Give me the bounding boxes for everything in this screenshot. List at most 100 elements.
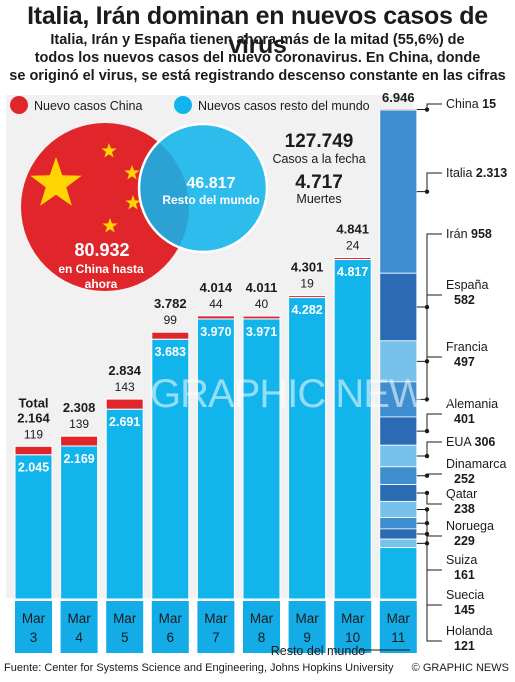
breakdown-country: Suecia (446, 588, 484, 602)
breakdown-value: 15 (482, 97, 496, 111)
rest-circle (137, 122, 269, 254)
category-label: 11 (391, 630, 405, 645)
legend-label-china: Nuevo casos China (34, 99, 142, 113)
category-label: 10 (345, 630, 360, 645)
segment-others (379, 547, 418, 600)
breakdown-value: 121 (454, 639, 475, 653)
deaths-value: 4.717 (295, 172, 343, 193)
leader-line (416, 233, 442, 308)
category-label: 5 (121, 630, 129, 645)
subtitle: Italia, Irán y España tienen ahora más d… (0, 31, 515, 85)
value-label-rest: 3.970 (200, 325, 231, 339)
segment-francia (379, 381, 418, 418)
breakdown-label: Irán 958 (446, 227, 492, 241)
bar-rest (14, 454, 53, 600)
rest-circle-label: Resto del mundo (162, 193, 259, 207)
value-label-rest: 2.169 (63, 452, 94, 466)
big-star-icon (30, 157, 82, 206)
leader-line (416, 473, 442, 477)
value-label-rest: 2.691 (109, 415, 140, 429)
segment-italia (379, 109, 418, 274)
value-label-rest: 2.045 (18, 461, 49, 475)
category-label: Mar (250, 611, 274, 626)
value-label-china: 143 (115, 380, 135, 394)
cases-value: 127.749 (285, 131, 354, 152)
value-label-rest: 3.683 (155, 345, 186, 359)
leader-dot (424, 189, 430, 194)
bar-china (60, 435, 99, 447)
breakdown-country: EUA (446, 435, 475, 449)
leader-line (416, 103, 442, 111)
breakdown-value: 497 (454, 355, 475, 369)
leader-dot (424, 490, 430, 496)
bar-china (242, 315, 281, 320)
bar-china (14, 445, 53, 456)
total-label: 3.782 (154, 296, 187, 311)
breakdown-country: Dinamarca (446, 457, 506, 471)
category-label: 8 (258, 630, 266, 645)
segment-alemania (379, 416, 418, 446)
value-label-china: 44 (209, 297, 223, 311)
bar-china (196, 315, 235, 320)
total-label: 4.841 (336, 221, 369, 236)
china-circle-label: en China hasta (58, 262, 144, 276)
leader-line (416, 294, 442, 362)
leader-line (416, 441, 442, 457)
category-cell (379, 601, 417, 653)
small-star-icon (124, 165, 140, 180)
legend-swatch-rest (174, 96, 192, 114)
bar-china (288, 295, 327, 299)
legend-swatch-china (10, 96, 28, 114)
breakdown-value: 306 (475, 435, 496, 449)
breakdown-value: 2.313 (476, 166, 507, 180)
breakdown-others-label: Resto del mundo (271, 644, 366, 658)
category-label: Mar (67, 611, 91, 626)
watermark: GRAPHIC NEWS (150, 372, 452, 416)
leader-dot (424, 397, 430, 402)
source-note: Fuente: Center for Systems Science and E… (4, 662, 394, 674)
leader-dot (424, 473, 430, 478)
category-cell (60, 601, 98, 653)
breakdown-value: 401 (454, 412, 475, 426)
total-label: 6.946 (382, 90, 415, 105)
china-circle-value: 80.932 (74, 240, 129, 260)
leader-dot (424, 453, 430, 459)
category-label: Mar (159, 611, 183, 626)
legend-label-rest: Nuevos casos resto del mundo (198, 99, 370, 113)
category-cell (106, 601, 144, 653)
breakdown-country: Suiza (446, 553, 477, 567)
category-cell (243, 601, 280, 653)
bar-rest (151, 338, 190, 600)
total-label: Total (18, 395, 48, 410)
leader-dot (424, 428, 430, 434)
breakdown-country: Holanda (446, 624, 493, 638)
leader-line (416, 533, 442, 606)
category-label: 9 (303, 630, 311, 645)
total-label: 2.164 (17, 410, 50, 425)
breakdown-country: Qatar (446, 487, 477, 501)
value-label-china: 139 (69, 417, 89, 431)
small-star-icon (102, 218, 118, 233)
category-cell (334, 601, 372, 653)
total-label: 4.014 (200, 280, 233, 295)
category-cell (197, 601, 235, 653)
value-label-china: 40 (255, 297, 269, 311)
category-label: 3 (30, 630, 38, 645)
category-cell (151, 601, 189, 653)
breakdown-value: 238 (454, 502, 475, 516)
total-label: 4.301 (291, 260, 324, 275)
china-circle-label: ahora (85, 277, 118, 291)
segment-qatar (379, 484, 418, 502)
bar-rest (196, 318, 235, 600)
bar-rest (333, 258, 372, 600)
segment-irán (379, 272, 418, 342)
segment-suiza (379, 517, 418, 530)
leader-line (416, 413, 442, 432)
segment-suecia (379, 528, 418, 540)
value-label-rest: 4.817 (337, 265, 368, 279)
bar-rest (242, 318, 281, 600)
breakdown-value: 582 (454, 293, 475, 307)
category-label: Mar (341, 611, 365, 626)
breakdown-value: 145 (454, 603, 475, 617)
leader-line (416, 492, 442, 505)
